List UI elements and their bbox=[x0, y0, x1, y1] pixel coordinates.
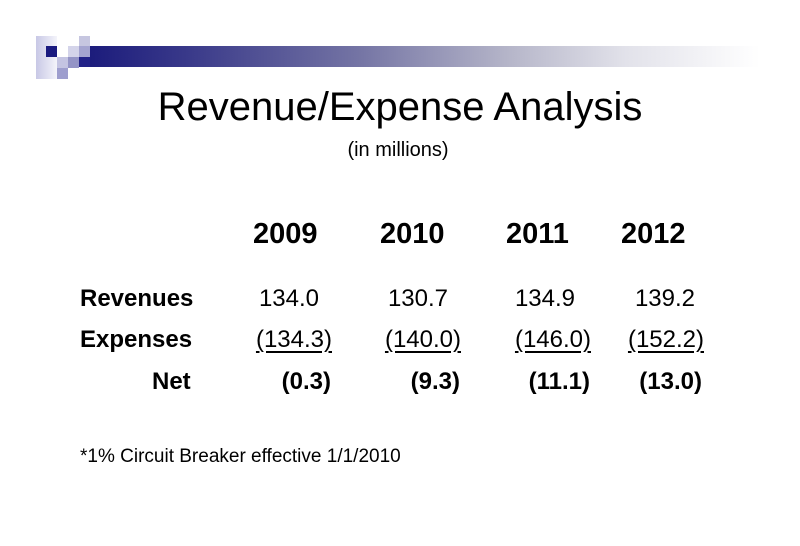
year-header: 2011 bbox=[506, 218, 569, 250]
row-label-revenues: Revenues bbox=[80, 285, 194, 312]
expense-2012: (152.2) bbox=[594, 326, 704, 354]
net-2011: (11.1) bbox=[528, 368, 590, 395]
decor-square-navy bbox=[46, 46, 57, 57]
decor-square-row2-medium bbox=[68, 57, 79, 68]
year-header: 2009 bbox=[253, 218, 318, 250]
year-header: 2010 bbox=[380, 218, 445, 250]
net-2010: (9.3) bbox=[410, 368, 460, 395]
decor-square-mid-light bbox=[68, 46, 79, 57]
net-2009: (0.3) bbox=[281, 368, 331, 395]
expense-2011: (146.0) bbox=[481, 326, 591, 354]
expense-2009-text: (134.3) bbox=[255, 326, 332, 353]
year-header: 2012 bbox=[621, 218, 686, 250]
revenue-2010: 130.7 bbox=[387, 285, 448, 312]
expense-2010: (140.0) bbox=[351, 326, 461, 354]
slide-subtitle: (in millions) bbox=[0, 138, 800, 162]
row-label-net: Net bbox=[152, 368, 191, 395]
header-gradient-bar bbox=[90, 46, 760, 67]
decor-square-row2-light bbox=[57, 57, 68, 68]
decor-square-light-large bbox=[36, 36, 57, 79]
expense-2012-text: (152.2) bbox=[627, 326, 704, 353]
expense-2009: (134.3) bbox=[222, 326, 332, 354]
row-label-expenses: Expenses bbox=[80, 326, 193, 353]
net-2012: (13.0) bbox=[639, 368, 702, 395]
revenue-2012: 139.2 bbox=[634, 285, 695, 312]
subtitle-text: (in millions) bbox=[347, 139, 449, 161]
revenue-2011: 134.9 bbox=[514, 285, 575, 312]
decor-square-row2-navy bbox=[79, 57, 90, 67]
slide-title: Revenue/Expense Analysis bbox=[157, 85, 643, 129]
footnote: *1% Circuit Breaker effective 1/1/2010 bbox=[80, 446, 401, 467]
expense-2010-text: (140.0) bbox=[384, 326, 461, 353]
decor-square-bottom bbox=[57, 68, 68, 79]
revenue-2009: 134.0 bbox=[258, 285, 319, 312]
decor-square-mid-lavender bbox=[79, 46, 90, 57]
decor-square-top-right bbox=[79, 36, 90, 46]
expense-2011-text: (146.0) bbox=[514, 326, 591, 353]
